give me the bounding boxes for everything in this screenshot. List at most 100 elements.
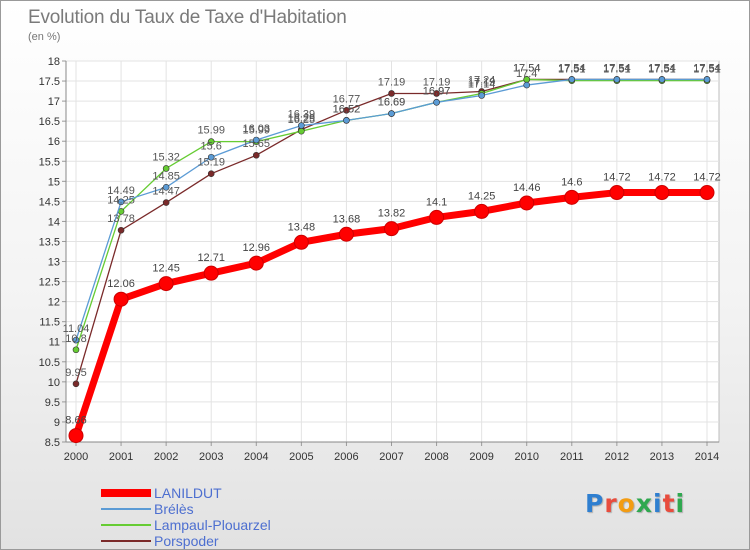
data-label: 17.14 xyxy=(468,78,496,90)
data-label: 17.19 xyxy=(468,76,496,88)
data-point xyxy=(478,92,485,99)
data-point xyxy=(474,203,490,219)
brand-letter: i xyxy=(675,489,686,518)
brand-letter: r xyxy=(604,489,618,518)
data-label: 17.19 xyxy=(378,76,406,88)
data-label: 14.46 xyxy=(513,182,541,194)
data-label: 15.99 xyxy=(243,125,271,137)
data-label: 17.51 xyxy=(648,64,676,76)
data-point xyxy=(298,127,305,135)
y-tick-label: 12.5 xyxy=(39,277,60,289)
legend-label: LANILDUT xyxy=(154,485,222,501)
data-label: 14.85 xyxy=(152,170,180,182)
data-label: 12.71 xyxy=(197,252,225,264)
data-point xyxy=(564,189,580,205)
data-point xyxy=(68,428,84,444)
data-label: 17.24 xyxy=(468,74,496,86)
data-point xyxy=(568,76,576,83)
brand-letter: t xyxy=(662,489,676,518)
data-point xyxy=(162,199,170,206)
data-label: 14.25 xyxy=(468,190,496,202)
data-point xyxy=(343,117,350,124)
data-point xyxy=(523,81,531,89)
plot-area xyxy=(65,60,720,443)
data-point xyxy=(654,185,670,201)
data-label: 15.99 xyxy=(197,125,225,137)
data-point xyxy=(388,90,395,97)
data-label: 16.69 xyxy=(378,97,406,109)
y-tick-label: 11 xyxy=(49,337,60,349)
data-point xyxy=(658,76,666,83)
data-label: 14.1 xyxy=(426,196,447,208)
y-tick-label: 9 xyxy=(54,417,60,429)
data-point xyxy=(703,76,711,83)
data-label: 17.51 xyxy=(558,64,586,76)
brand-logo: Proxiti xyxy=(585,489,685,518)
data-label: 17.19 xyxy=(423,76,451,88)
legend-swatch xyxy=(101,489,151,497)
data-point xyxy=(117,198,125,206)
y-tick-label: 10.5 xyxy=(39,357,60,369)
x-tick-label: 2003 xyxy=(199,451,223,463)
data-label: 14.47 xyxy=(152,186,180,198)
data-label: 16.25 xyxy=(288,114,316,126)
data-label: 17.54 xyxy=(693,62,721,74)
data-point xyxy=(207,138,215,145)
x-tick-label: 2004 xyxy=(244,451,268,463)
data-label: 16.52 xyxy=(333,103,361,115)
x-tick-label: 2012 xyxy=(605,451,629,463)
data-label: 8.66 xyxy=(65,415,86,427)
x-tick-label: 2014 xyxy=(695,451,719,463)
x-tick-label: 2000 xyxy=(64,451,88,463)
data-point xyxy=(519,195,535,211)
data-label: 14.72 xyxy=(603,172,631,184)
data-label: 12.45 xyxy=(152,263,180,275)
x-tick-label: 2010 xyxy=(514,451,538,463)
x-tick-label: 2008 xyxy=(424,451,448,463)
brand-letter: x xyxy=(635,489,653,518)
data-point xyxy=(388,110,395,117)
data-point xyxy=(293,234,309,250)
x-tick-label: 2007 xyxy=(379,451,403,463)
data-label: 16.39 xyxy=(288,109,316,121)
y-tick-label: 9.5 xyxy=(45,397,60,409)
data-label: 17.54 xyxy=(558,62,586,74)
data-point xyxy=(252,136,260,144)
data-point xyxy=(609,185,625,201)
data-point xyxy=(117,226,125,234)
data-point xyxy=(433,99,440,106)
data-label: 15.6 xyxy=(201,140,222,152)
data-point xyxy=(72,380,80,388)
data-label: 16.52 xyxy=(333,103,361,115)
y-tick-label: 16.5 xyxy=(39,116,60,128)
y-tick-label: 15.5 xyxy=(39,156,60,168)
data-label: 17.54 xyxy=(693,62,721,74)
data-label: 17.54 xyxy=(603,62,631,74)
legend-swatch xyxy=(101,540,151,542)
x-tick-label: 2005 xyxy=(289,451,313,463)
y-tick-label: 11.5 xyxy=(39,317,60,329)
y-tick-label: 13.5 xyxy=(39,236,60,248)
data-point xyxy=(158,276,174,292)
data-label: 14.72 xyxy=(693,172,721,184)
data-label: 9.95 xyxy=(65,367,86,379)
legend-swatch xyxy=(101,508,151,510)
y-tick-label: 16 xyxy=(48,136,60,148)
brand-letter: i xyxy=(653,489,663,518)
y-tick-label: 13 xyxy=(48,257,60,269)
data-label: 14.49 xyxy=(107,185,135,197)
y-tick-label: 10 xyxy=(48,377,60,389)
data-label: 17.51 xyxy=(693,64,721,76)
y-tick-label: 15 xyxy=(48,176,60,188)
legend-label: Porspoder xyxy=(154,533,219,549)
data-label: 16.03 xyxy=(243,123,271,135)
data-label: 17.54 xyxy=(513,62,541,74)
y-tick-label: 17 xyxy=(48,96,60,108)
data-point xyxy=(207,170,215,177)
data-label: 11.04 xyxy=(63,323,90,335)
legend-label: Lampaul-Plouarzel xyxy=(154,517,271,533)
data-point xyxy=(162,184,170,191)
x-tick-label: 2009 xyxy=(469,451,493,463)
data-point xyxy=(248,255,264,271)
